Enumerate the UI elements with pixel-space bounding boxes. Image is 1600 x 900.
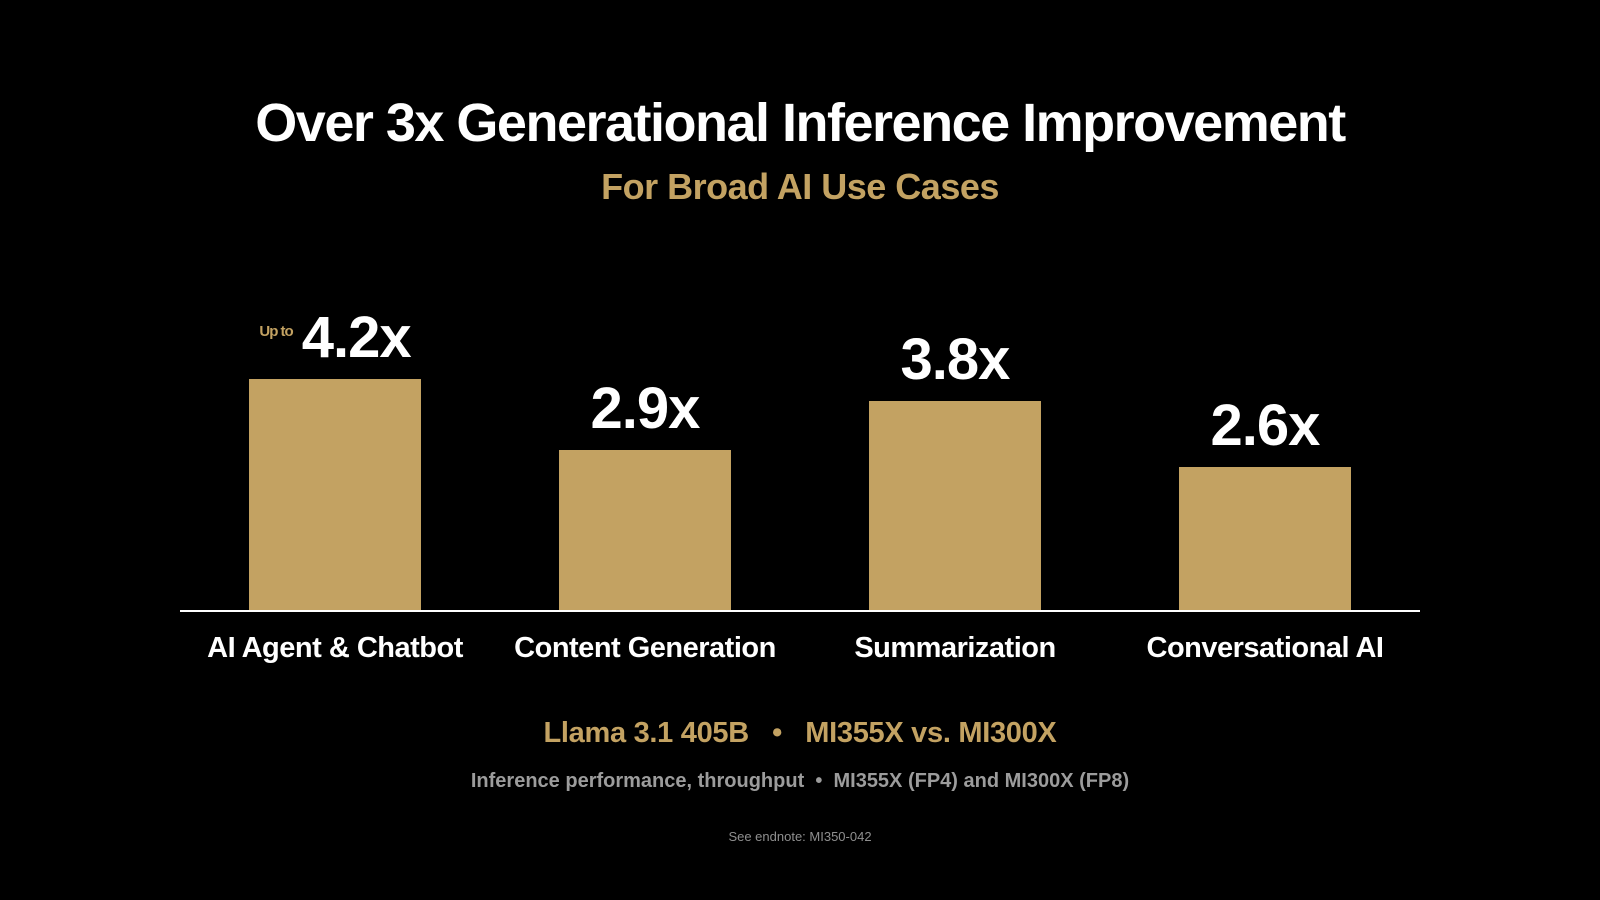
chart-title: Over 3x Generational Inference Improveme… [255, 93, 1346, 153]
bar-chart: Up to 4.2x 2.9x 3.8x 2.6x AI Agent & Chatbot… [180, 272, 1420, 665]
category-label: Content Generation [514, 631, 776, 664]
bar-group: 2.6x [1110, 392, 1420, 610]
bar-value-label: 3.8x [900, 326, 1011, 392]
up-to-label: Up to [259, 323, 293, 341]
bar-value-label: 2.6x [1210, 392, 1321, 458]
bar-group: 2.9x [490, 375, 800, 610]
category-label: Conversational AI [1146, 631, 1384, 664]
category-label: AI Agent & Chatbot [207, 631, 463, 664]
footer-model-line: Llama 3.1 405B • MI355X vs. MI300X [543, 716, 1057, 749]
footer: Llama 3.1 405B • MI355X vs. MI300X Infer… [0, 717, 1600, 844]
bar-value: 3.8x [900, 326, 1011, 392]
bar-value-label: 2.9x [590, 375, 701, 441]
category-row: AI Agent & Chatbot Content Generation Summ… [180, 632, 1420, 665]
bar-value-label: Up to 4.2x [259, 304, 412, 370]
bars-row: Up to 4.2x 2.9x 3.8x 2.6x [180, 272, 1420, 612]
header: Over 3x Generational Inference Improveme… [0, 0, 1600, 208]
footer-detail-line: Inference performance, throughput • MI35… [470, 769, 1130, 792]
bar-group: Up to 4.2x [180, 304, 490, 610]
footer-endnote: See endnote: MI350-042 [728, 828, 872, 844]
bar [1179, 466, 1351, 610]
bar [249, 378, 421, 610]
bar-value: 2.9x [590, 375, 701, 441]
chart-subtitle: For Broad AI Use Cases [601, 165, 999, 207]
bar-value: 2.6x [1210, 392, 1321, 458]
bar-value: 4.2x [301, 304, 412, 370]
bar [559, 449, 731, 610]
bar-group: 3.8x [800, 326, 1110, 610]
category-label: Summarization [854, 631, 1056, 664]
bar [869, 400, 1041, 610]
